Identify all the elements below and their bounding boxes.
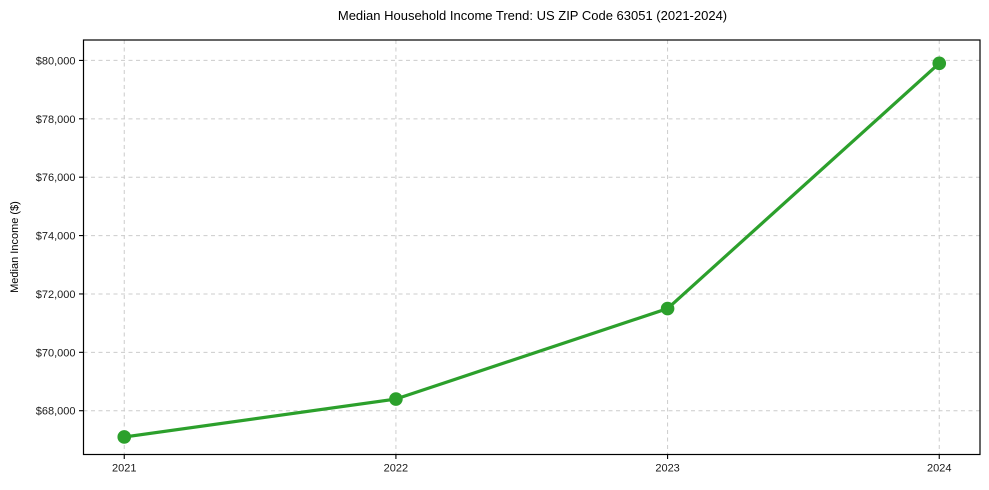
y-tick-label: $68,000	[36, 406, 76, 418]
plot-frame	[82, 39, 981, 456]
y-tick-label: $74,000	[36, 231, 76, 243]
y-tick-label: $70,000	[36, 347, 76, 359]
x-tick-label: 2021	[112, 463, 136, 475]
data-point-2023	[660, 301, 675, 316]
y-tick-label: $72,000	[36, 289, 76, 301]
x-tick-label: 2023	[655, 463, 679, 475]
data-point-2022	[389, 392, 403, 406]
data-point-2024	[932, 56, 947, 71]
x-tick-label: 2022	[384, 463, 408, 475]
y-tick-label: $80,000	[36, 55, 76, 67]
y-tick-label: $76,000	[36, 172, 76, 184]
x-tick-label: 2024	[927, 463, 951, 475]
y-tick-label: $78,000	[36, 114, 76, 126]
data-point-2021	[117, 430, 132, 444]
chart-title: Median Household Income Trend: US ZIP Co…	[337, 8, 728, 23]
trend-line	[122, 61, 941, 439]
